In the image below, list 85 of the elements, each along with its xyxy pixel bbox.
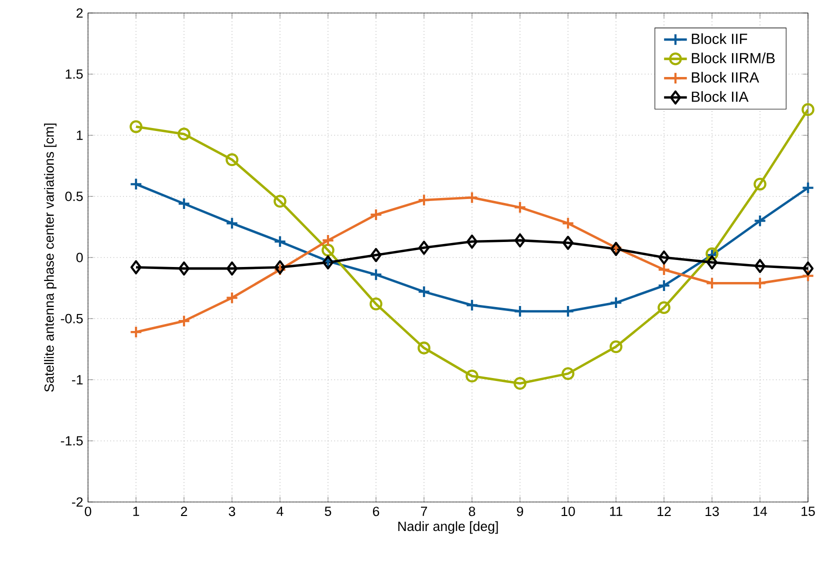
y-tick-label: -1 bbox=[72, 375, 83, 384]
point bbox=[274, 235, 286, 248]
point bbox=[226, 291, 238, 304]
point bbox=[562, 367, 574, 380]
point bbox=[178, 261, 190, 276]
x-tick-label: 13 bbox=[706, 506, 719, 516]
point bbox=[754, 258, 766, 274]
x-tick-label: 8 bbox=[468, 506, 476, 516]
point bbox=[658, 263, 670, 276]
point bbox=[418, 342, 430, 354]
y-tick-label: 1.5 bbox=[66, 69, 83, 79]
x-tick-label: 6 bbox=[372, 506, 380, 516]
point bbox=[562, 304, 574, 318]
legend-label: Block IIA bbox=[692, 91, 749, 102]
point bbox=[658, 301, 670, 314]
point bbox=[418, 194, 430, 206]
point bbox=[130, 260, 142, 274]
x-tick-label: 11 bbox=[610, 506, 622, 516]
legend-label: Block IIF bbox=[692, 33, 748, 44]
point bbox=[802, 103, 814, 116]
point bbox=[514, 377, 526, 390]
point bbox=[754, 178, 766, 191]
x-tick-label: 7 bbox=[420, 506, 428, 516]
point bbox=[802, 269, 814, 282]
point bbox=[466, 370, 478, 382]
point bbox=[562, 216, 574, 230]
point bbox=[130, 120, 142, 134]
x-tick-label: 1 bbox=[133, 506, 140, 516]
point bbox=[226, 216, 238, 230]
point bbox=[322, 234, 334, 247]
point bbox=[226, 261, 238, 276]
point bbox=[178, 197, 190, 210]
point bbox=[370, 248, 382, 262]
point bbox=[706, 255, 718, 270]
point bbox=[130, 326, 142, 338]
point bbox=[322, 244, 334, 257]
point bbox=[610, 340, 622, 354]
x-axis-title: Nadir angle [deg] bbox=[398, 521, 498, 534]
y-tick-label: -0.5 bbox=[60, 314, 83, 324]
x-tick-label: 10 bbox=[562, 506, 575, 516]
x-tick-label: 15 bbox=[802, 506, 815, 516]
point bbox=[802, 181, 814, 194]
point bbox=[418, 240, 430, 255]
legend-label: Block IIRM/B bbox=[692, 52, 775, 64]
point bbox=[466, 191, 478, 204]
point bbox=[754, 214, 766, 228]
point bbox=[466, 298, 478, 312]
point bbox=[418, 285, 430, 298]
point bbox=[178, 314, 190, 328]
y-tick-label: 2 bbox=[76, 8, 83, 18]
y-tick-label: -1.5 bbox=[60, 436, 83, 446]
point bbox=[370, 268, 382, 282]
y-tick-label: 1 bbox=[76, 130, 83, 140]
point bbox=[658, 250, 670, 265]
point bbox=[178, 128, 190, 140]
point bbox=[610, 296, 622, 310]
point bbox=[466, 234, 478, 249]
point bbox=[370, 298, 382, 310]
y-tick-label: -2 bbox=[72, 497, 83, 507]
y-axis-title: Satellite antenna phase center variations [cm] bbox=[44, 124, 56, 392]
point bbox=[370, 208, 382, 222]
point bbox=[562, 236, 574, 250]
legend-label: Block IIRA bbox=[692, 72, 760, 83]
x-tick-label: 2 bbox=[180, 506, 188, 516]
x-tick-label: 12 bbox=[658, 506, 671, 516]
point bbox=[514, 304, 526, 318]
x-tick-label: 5 bbox=[324, 506, 332, 516]
point bbox=[514, 200, 526, 214]
point bbox=[514, 233, 526, 248]
point bbox=[706, 276, 718, 290]
point bbox=[274, 194, 286, 208]
y-tick-label: 0 bbox=[76, 252, 83, 262]
point bbox=[274, 263, 286, 276]
point bbox=[274, 260, 286, 274]
x-tick-label: 14 bbox=[754, 506, 768, 516]
point bbox=[802, 261, 814, 276]
point bbox=[130, 178, 142, 191]
x-tick-label: 0 bbox=[84, 506, 92, 516]
point bbox=[658, 279, 670, 292]
point bbox=[754, 276, 766, 290]
point bbox=[226, 153, 238, 166]
x-tick-label: 4 bbox=[276, 506, 284, 516]
x-tick-label: 3 bbox=[228, 506, 236, 516]
y-tick-label: 0.5 bbox=[65, 192, 83, 202]
x-tick-label: 9 bbox=[516, 506, 524, 516]
